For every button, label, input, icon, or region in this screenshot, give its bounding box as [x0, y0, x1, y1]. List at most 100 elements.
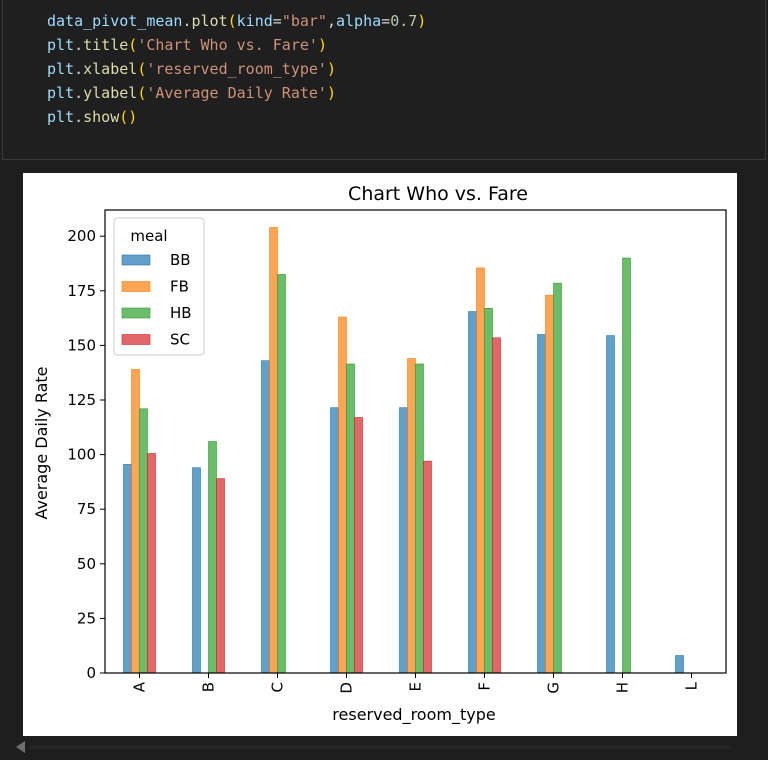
- bar-bb-a: [123, 464, 132, 674]
- code-line: plt.xlabel('reserved_room_type'): [47, 57, 426, 81]
- code-token: plt: [47, 84, 75, 102]
- code-token: plt: [47, 108, 75, 126]
- bar-bb-c: [261, 360, 270, 674]
- plot-frame: [104, 209, 727, 674]
- code-line: plt.ylabel('Average Daily Rate'): [47, 81, 426, 105]
- bar-hb-g: [553, 282, 562, 674]
- y-tick-label: 100: [67, 446, 96, 464]
- bar-hb-c: [277, 274, 286, 674]
- code-token: data_pivot_mean: [47, 12, 183, 30]
- code-token: alpha: [336, 12, 382, 30]
- x-tick-label: D: [338, 682, 356, 694]
- horizontal-scrollbar[interactable]: [30, 745, 730, 749]
- legend-label-sc: SC: [170, 331, 190, 349]
- y-tick-label: 200: [67, 227, 96, 245]
- y-tick-label: 25: [77, 609, 96, 627]
- x-tick-label: L: [683, 681, 701, 690]
- code-token: 0.7: [390, 12, 418, 30]
- bar-hb-d: [346, 363, 355, 674]
- code-line: data_pivot_mean.plot(kind="bar",alpha=0.…: [47, 9, 426, 33]
- bar-sc-a: [147, 453, 156, 674]
- code-editor[interactable]: data_pivot_mean.plot(kind="bar",alpha=0.…: [47, 9, 426, 129]
- legend-label-fb: FB: [170, 278, 189, 296]
- bar-sc-b: [216, 478, 225, 674]
- bar-fb-g: [545, 294, 554, 674]
- code-token: .: [74, 84, 84, 102]
- code-line: plt.title('Chart Who vs. Fare'): [47, 33, 426, 57]
- code-token: .: [74, 36, 84, 54]
- bar-fb-a: [131, 369, 140, 674]
- bar-bb-l: [675, 655, 684, 674]
- code-token: show: [83, 108, 120, 126]
- x-tick-label: H: [614, 682, 632, 693]
- code-token: ): [326, 60, 336, 78]
- bar-sc-f: [492, 337, 501, 674]
- x-tick-label: B: [200, 682, 218, 692]
- x-tick-label: A: [131, 681, 149, 692]
- x-axis-label: reserved_room_type: [332, 705, 495, 725]
- bars-group: [123, 227, 684, 674]
- code-token: kind: [236, 12, 273, 30]
- legend-swatch-fb: [121, 281, 151, 292]
- code-token: (: [137, 60, 147, 78]
- code-token: title: [83, 36, 129, 54]
- code-token: .: [74, 108, 84, 126]
- x-tick-label: C: [269, 682, 287, 692]
- legend-label-hb: HB: [170, 304, 192, 322]
- chart-figure: Chart Who vs. Fare Average Daily Rate re…: [23, 173, 737, 736]
- y-tick-label: 150: [67, 336, 96, 354]
- code-token: =: [381, 12, 391, 30]
- y-tick-label: 75: [77, 500, 96, 518]
- code-token: ,: [326, 12, 336, 30]
- x-tick-label: G: [545, 682, 563, 694]
- ticks-group: 0 25 50 75 100 125 150 175 200 A B C D E F G H L: [67, 227, 700, 693]
- code-token: 'Chart Who vs. Fare': [137, 36, 318, 54]
- bar-bb-d: [330, 407, 339, 674]
- bar-hb-e: [415, 363, 424, 674]
- code-token: (): [119, 108, 138, 126]
- bar-hb-h: [622, 257, 631, 674]
- bar-chart: Chart Who vs. Fare Average Daily Rate re…: [32, 183, 727, 725]
- bar-bb-h: [606, 335, 615, 674]
- chart-title: Chart Who vs. Fare: [348, 183, 528, 205]
- bar-bb-g: [537, 334, 546, 674]
- bar-bb-e: [399, 407, 408, 674]
- legend-label-bb: BB: [170, 251, 191, 269]
- code-token: =: [272, 12, 282, 30]
- code-token: "bar": [281, 12, 327, 30]
- code-token: xlabel: [83, 60, 138, 78]
- code-cell[interactable]: data_pivot_mean.plot(kind="bar",alpha=0.…: [2, 0, 766, 160]
- code-token: ylabel: [83, 84, 138, 102]
- code-token: plt: [47, 60, 75, 78]
- code-token: (: [227, 12, 237, 30]
- bar-bb-f: [468, 311, 477, 674]
- scroll-left-icon[interactable]: [16, 741, 25, 753]
- bar-hb-f: [484, 307, 493, 674]
- bar-fb-f: [476, 267, 485, 674]
- bar-fb-c: [269, 227, 278, 674]
- legend-swatch-bb: [121, 254, 151, 266]
- x-tick-label: F: [476, 682, 494, 691]
- bar-hb-a: [139, 408, 148, 674]
- code-token: 'Average Daily Rate': [146, 84, 327, 102]
- bar-bb-b: [192, 467, 201, 674]
- y-axis-label: Average Daily Rate: [32, 366, 51, 519]
- code-token: (: [128, 36, 138, 54]
- code-token: (: [137, 84, 147, 102]
- code-token: plot: [191, 12, 228, 30]
- y-tick-label: 175: [67, 282, 96, 300]
- bar-fb-e: [407, 358, 416, 674]
- code-token: ): [317, 36, 327, 54]
- x-tick-label: E: [407, 682, 425, 691]
- code-token: ): [417, 12, 427, 30]
- legend-swatch-sc: [121, 334, 151, 345]
- code-token: .: [182, 12, 192, 30]
- bar-hb-b: [208, 441, 217, 674]
- code-line: plt.show(): [47, 105, 426, 129]
- bar-sc-d: [354, 417, 363, 674]
- code-token: plt: [47, 36, 75, 54]
- legend-box: [113, 217, 205, 356]
- legend-swatch-hb: [121, 307, 151, 319]
- y-tick-label: 125: [67, 391, 96, 409]
